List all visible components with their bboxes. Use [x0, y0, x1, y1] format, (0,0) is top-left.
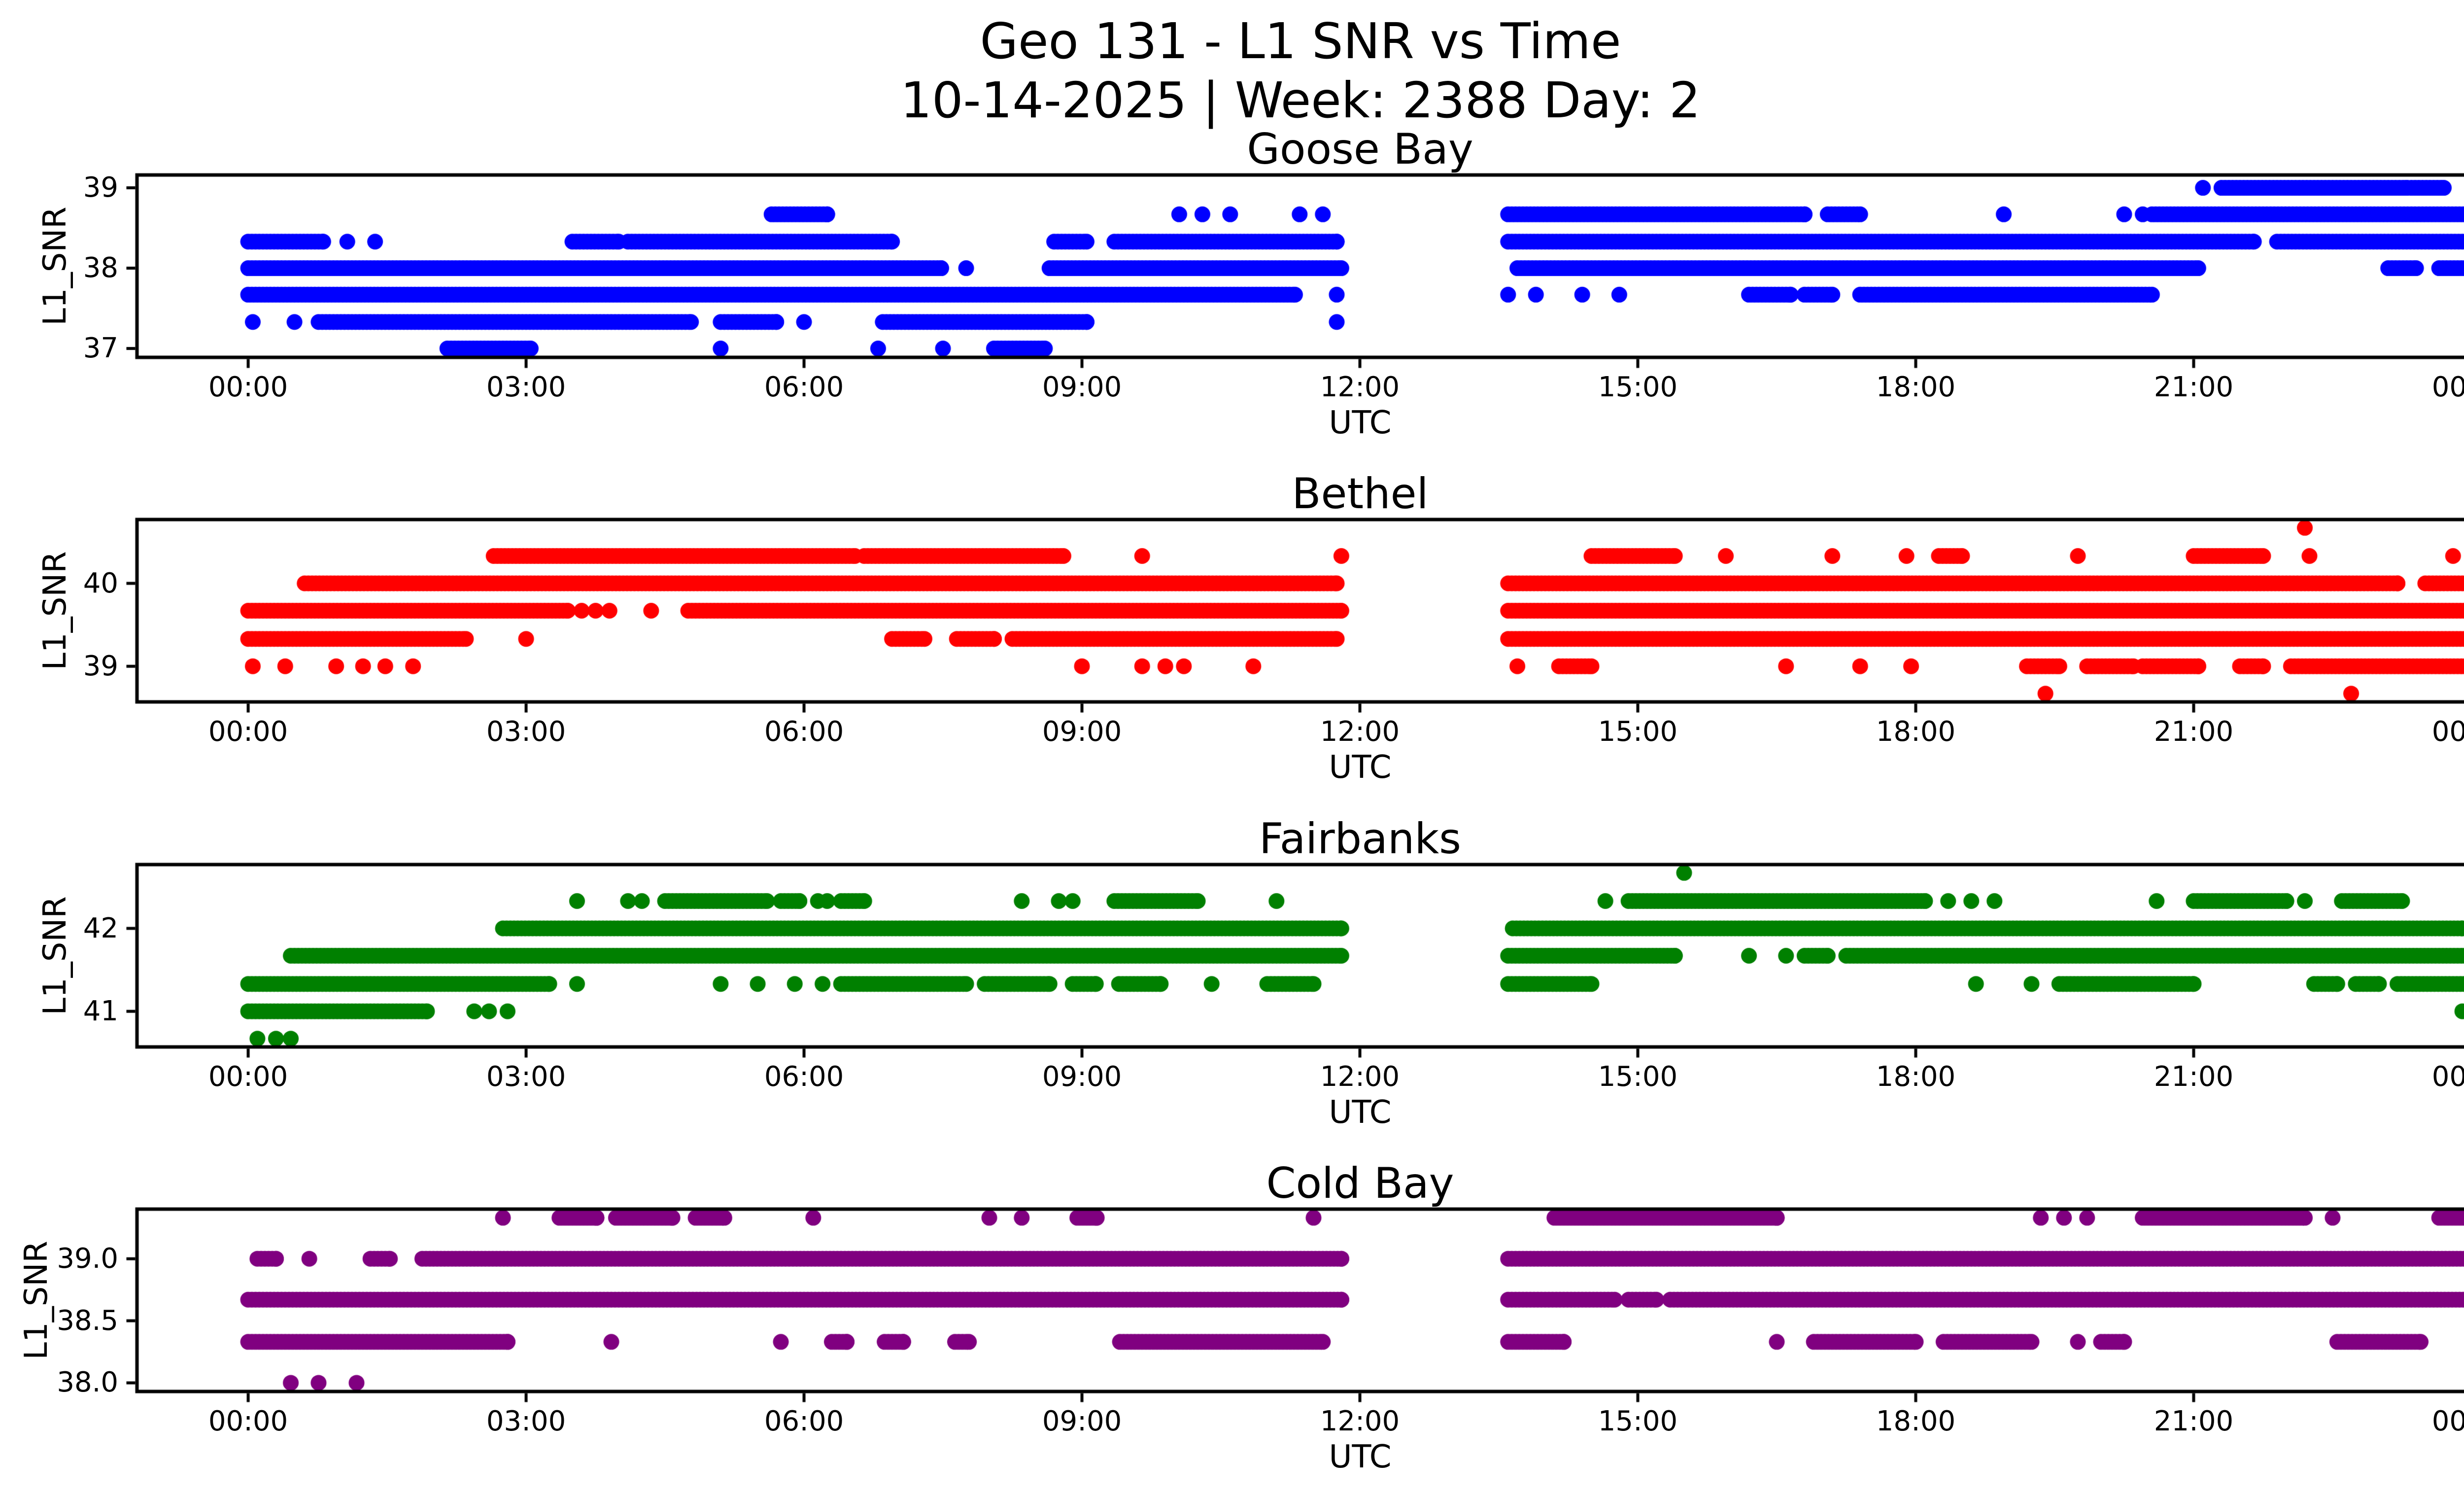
x-axis-label-utc: UTC — [1329, 749, 1392, 786]
x-tick-label: 00:00 — [2431, 716, 2464, 748]
y-axis-label-l1-snr: L1_SNR — [37, 207, 73, 326]
x-axis-label-utc: UTC — [1329, 1094, 1392, 1131]
x-tick-label: 06:00 — [764, 371, 844, 403]
y-tick-label: 38 — [83, 252, 118, 284]
x-tick-label: 06:00 — [764, 1061, 844, 1093]
x-tick-label: 18:00 — [1876, 716, 1956, 748]
x-tick-label: 09:00 — [1042, 1061, 1122, 1093]
x-axis-label-utc: UTC — [1329, 405, 1392, 441]
y-tick-label: 39 — [83, 172, 118, 204]
subplot-title-cold-bay: Cold Bay — [1266, 1159, 1454, 1208]
x-tick-label: 06:00 — [764, 1405, 844, 1437]
x-tick-label: 18:00 — [1876, 1061, 1956, 1093]
subplot-title-fairbanks: Fairbanks — [1259, 814, 1461, 864]
figure-title-line2: 10-14-2025 | Week: 2388 Day: 2 — [900, 71, 1701, 129]
x-tick-label: 00:00 — [2431, 371, 2464, 403]
x-tick-label: 03:00 — [486, 716, 566, 748]
x-tick-label: 12:00 — [1320, 716, 1400, 748]
y-tick-label: 41 — [83, 995, 118, 1027]
x-tick-label: 12:00 — [1320, 1405, 1400, 1437]
x-tick-label: 03:00 — [486, 1405, 566, 1437]
x-tick-label: 18:00 — [1876, 1405, 1956, 1437]
y-tick-label: 37 — [83, 332, 118, 365]
x-tick-label: 15:00 — [1598, 371, 1678, 403]
y-axis-label-l1-snr: L1_SNR — [37, 551, 73, 670]
x-tick-label: 00:00 — [2431, 1061, 2464, 1093]
y-axis-label-l1-snr: L1_SNR — [18, 1241, 55, 1360]
x-tick-label: 21:00 — [2154, 371, 2234, 403]
y-tick-label: 42 — [83, 912, 118, 944]
x-tick-label: 00:00 — [208, 1061, 288, 1093]
x-tick-label: 15:00 — [1598, 716, 1678, 748]
x-tick-label: 21:00 — [2154, 716, 2234, 748]
y-axis-label-l1-snr: L1_SNR — [37, 896, 73, 1015]
x-tick-label: 21:00 — [2154, 1061, 2234, 1093]
x-tick-label: 09:00 — [1042, 1405, 1122, 1437]
x-tick-label: 21:00 — [2154, 1405, 2234, 1437]
x-tick-label: 09:00 — [1042, 716, 1122, 748]
x-tick-label: 03:00 — [486, 371, 566, 403]
subplot-title-goose-bay: Goose Bay — [1247, 125, 1473, 174]
x-tick-label: 18:00 — [1876, 371, 1956, 403]
x-tick-label: 00:00 — [2431, 1405, 2464, 1437]
x-tick-label: 09:00 — [1042, 371, 1122, 403]
y-tick-label: 38.5 — [57, 1304, 118, 1337]
y-tick-label: 39.0 — [57, 1242, 118, 1275]
x-tick-label: 06:00 — [764, 716, 844, 748]
subplot-title-bethel: Bethel — [1292, 469, 1429, 519]
x-tick-label: 00:00 — [208, 716, 288, 748]
x-tick-label: 15:00 — [1598, 1061, 1678, 1093]
x-tick-label: 03:00 — [486, 1061, 566, 1093]
x-axis-label-utc: UTC — [1329, 1439, 1392, 1475]
y-tick-label: 38.0 — [57, 1366, 118, 1399]
y-tick-label: 39 — [83, 650, 118, 682]
x-tick-label: 15:00 — [1598, 1405, 1678, 1437]
y-tick-label: 40 — [83, 567, 118, 599]
x-tick-label: 00:00 — [208, 1405, 288, 1437]
x-tick-label: 12:00 — [1320, 1061, 1400, 1093]
figure-title-line1: Geo 131 - L1 SNR vs Time — [980, 12, 1621, 70]
x-tick-label: 00:00 — [208, 371, 288, 403]
x-tick-label: 12:00 — [1320, 371, 1400, 403]
